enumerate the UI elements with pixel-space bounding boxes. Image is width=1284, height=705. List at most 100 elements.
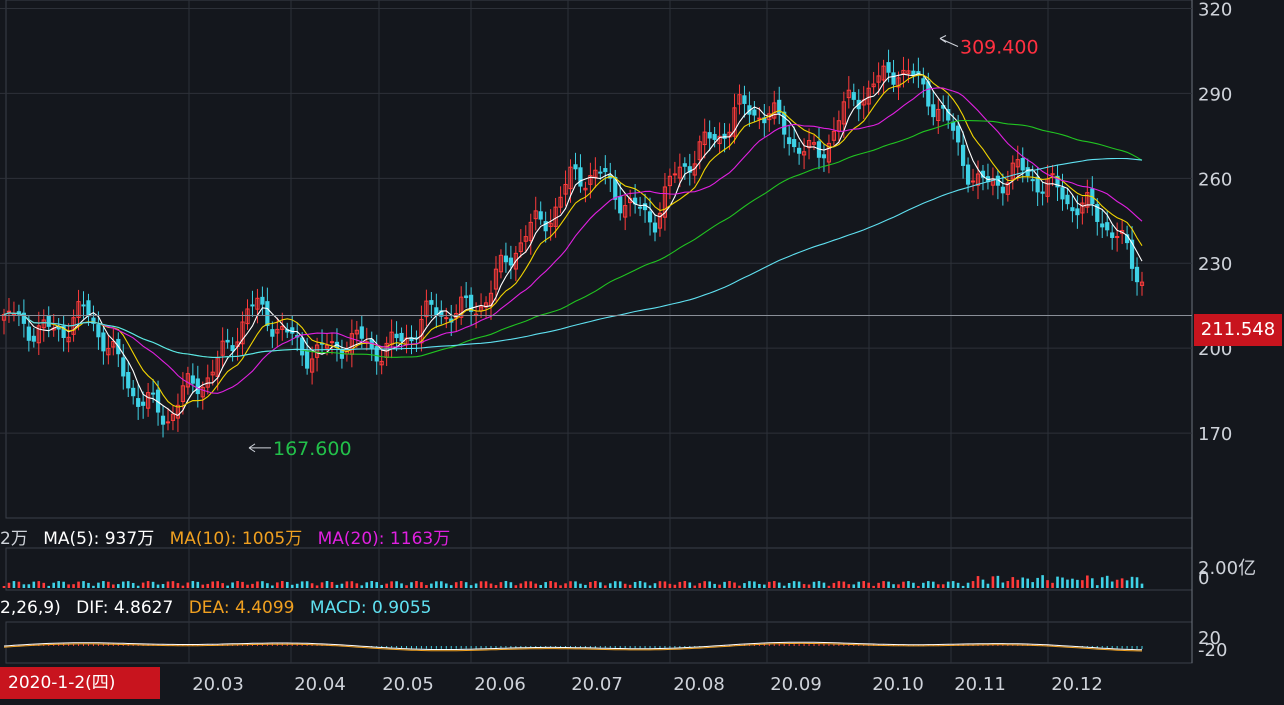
candle-body: [136, 398, 141, 407]
panel-frame: [5, 547, 1193, 591]
volume-bar: [479, 581, 483, 588]
volume-bar: [22, 584, 26, 588]
candle-body: [886, 62, 891, 73]
volume-bar: [290, 584, 294, 588]
volume-bar: [753, 581, 756, 588]
volume-bar: [280, 581, 284, 588]
volume-bar: [777, 582, 781, 588]
volume-bar: [201, 584, 205, 588]
volume-bar: [454, 582, 458, 588]
volume-bar: [350, 581, 354, 588]
candle-body: [220, 340, 225, 356]
volume-bar: [82, 581, 85, 588]
volume-bar: [827, 585, 831, 588]
volume-bar: [599, 582, 602, 588]
volume-bar: [604, 585, 607, 588]
volume-bar: [817, 581, 821, 588]
candle-body: [697, 141, 702, 161]
volume-bar: [852, 584, 856, 588]
volume-bar: [941, 584, 945, 588]
candle-body: [787, 137, 792, 145]
volume-bar: [1130, 576, 1134, 588]
candle-body: [46, 315, 51, 327]
volume-bar: [126, 581, 130, 588]
volume-bar: [668, 583, 672, 588]
volume-bar: [171, 581, 175, 588]
candle-body: [921, 78, 926, 85]
candle-body: [165, 421, 171, 424]
candle-body: [573, 164, 578, 170]
volume-bar: [395, 581, 398, 588]
candle-body: [185, 373, 190, 388]
volume-bar: [564, 583, 567, 588]
volume-bar: [946, 581, 950, 588]
volume-ma10: MA(10): 1005万: [169, 529, 303, 549]
volume-bar: [226, 585, 229, 588]
volume-bar: [1140, 583, 1144, 588]
candle-body: [578, 167, 583, 187]
x-tick-label: 20.03: [192, 674, 244, 695]
ma10-line: [3, 74, 1143, 408]
volume-bar: [772, 581, 776, 588]
volume-bar: [613, 581, 617, 588]
candle-body: [150, 392, 156, 395]
candle-body: [141, 401, 146, 406]
volume-bar: [57, 581, 60, 588]
candle-body: [806, 140, 812, 149]
volume-bar: [698, 583, 702, 588]
volume-bar: [464, 582, 468, 588]
volume-bar: [758, 583, 761, 588]
volume-bar: [1011, 577, 1015, 588]
volume-y-tick: 0: [1198, 568, 1209, 589]
x-tick-label: 20.12: [1051, 674, 1103, 695]
candle-body: [275, 328, 280, 334]
volume-bar: [176, 583, 180, 588]
candle-body: [647, 211, 653, 223]
candle-body: [76, 301, 81, 318]
candle-body: [707, 132, 712, 139]
volume-bar: [156, 584, 160, 588]
candle-body: [31, 335, 36, 342]
candle-body: [101, 332, 106, 352]
volume-bar: [807, 584, 811, 588]
volume-bar: [559, 585, 562, 588]
candle-body: [498, 254, 504, 273]
candle-body: [533, 210, 538, 220]
candle-body: [1095, 204, 1100, 222]
candle-body: [657, 212, 663, 229]
volume-bar: [524, 581, 528, 588]
volume-bar: [449, 585, 453, 588]
volume-bar: [310, 583, 314, 588]
candle-body: [911, 70, 916, 76]
candle-body: [965, 164, 971, 185]
volume-bar: [842, 581, 846, 588]
candle-body: [444, 317, 449, 320]
candle-body: [831, 130, 836, 141]
volume-bar: [435, 581, 438, 588]
candle-body: [1065, 194, 1070, 205]
dea-line: [3, 642, 1143, 652]
panel-frame: [5, 0, 1193, 519]
candle-body: [1060, 187, 1065, 200]
candle-body: [841, 101, 846, 125]
volume-bar: [1086, 575, 1089, 588]
volume-bar: [708, 581, 711, 588]
candle-body: [811, 142, 817, 145]
macd-dif: DIF: 4.8627: [76, 598, 174, 618]
candle-body: [245, 308, 250, 325]
volume-bar: [484, 581, 488, 588]
candle-body: [26, 326, 31, 341]
volume-bar: [574, 581, 577, 588]
volume-bar: [499, 582, 503, 588]
volume-bar: [748, 581, 751, 588]
volume-bar: [360, 585, 364, 588]
candle-body: [1040, 191, 1045, 194]
volume-bar: [802, 584, 806, 588]
volume-bar: [241, 581, 244, 588]
volume-bar: [529, 581, 533, 588]
volume-ma5: MA(5): 937万: [43, 529, 155, 549]
y-tick-label: 170: [1198, 424, 1232, 445]
volume-bar: [991, 576, 995, 588]
volume-bar: [688, 582, 692, 588]
